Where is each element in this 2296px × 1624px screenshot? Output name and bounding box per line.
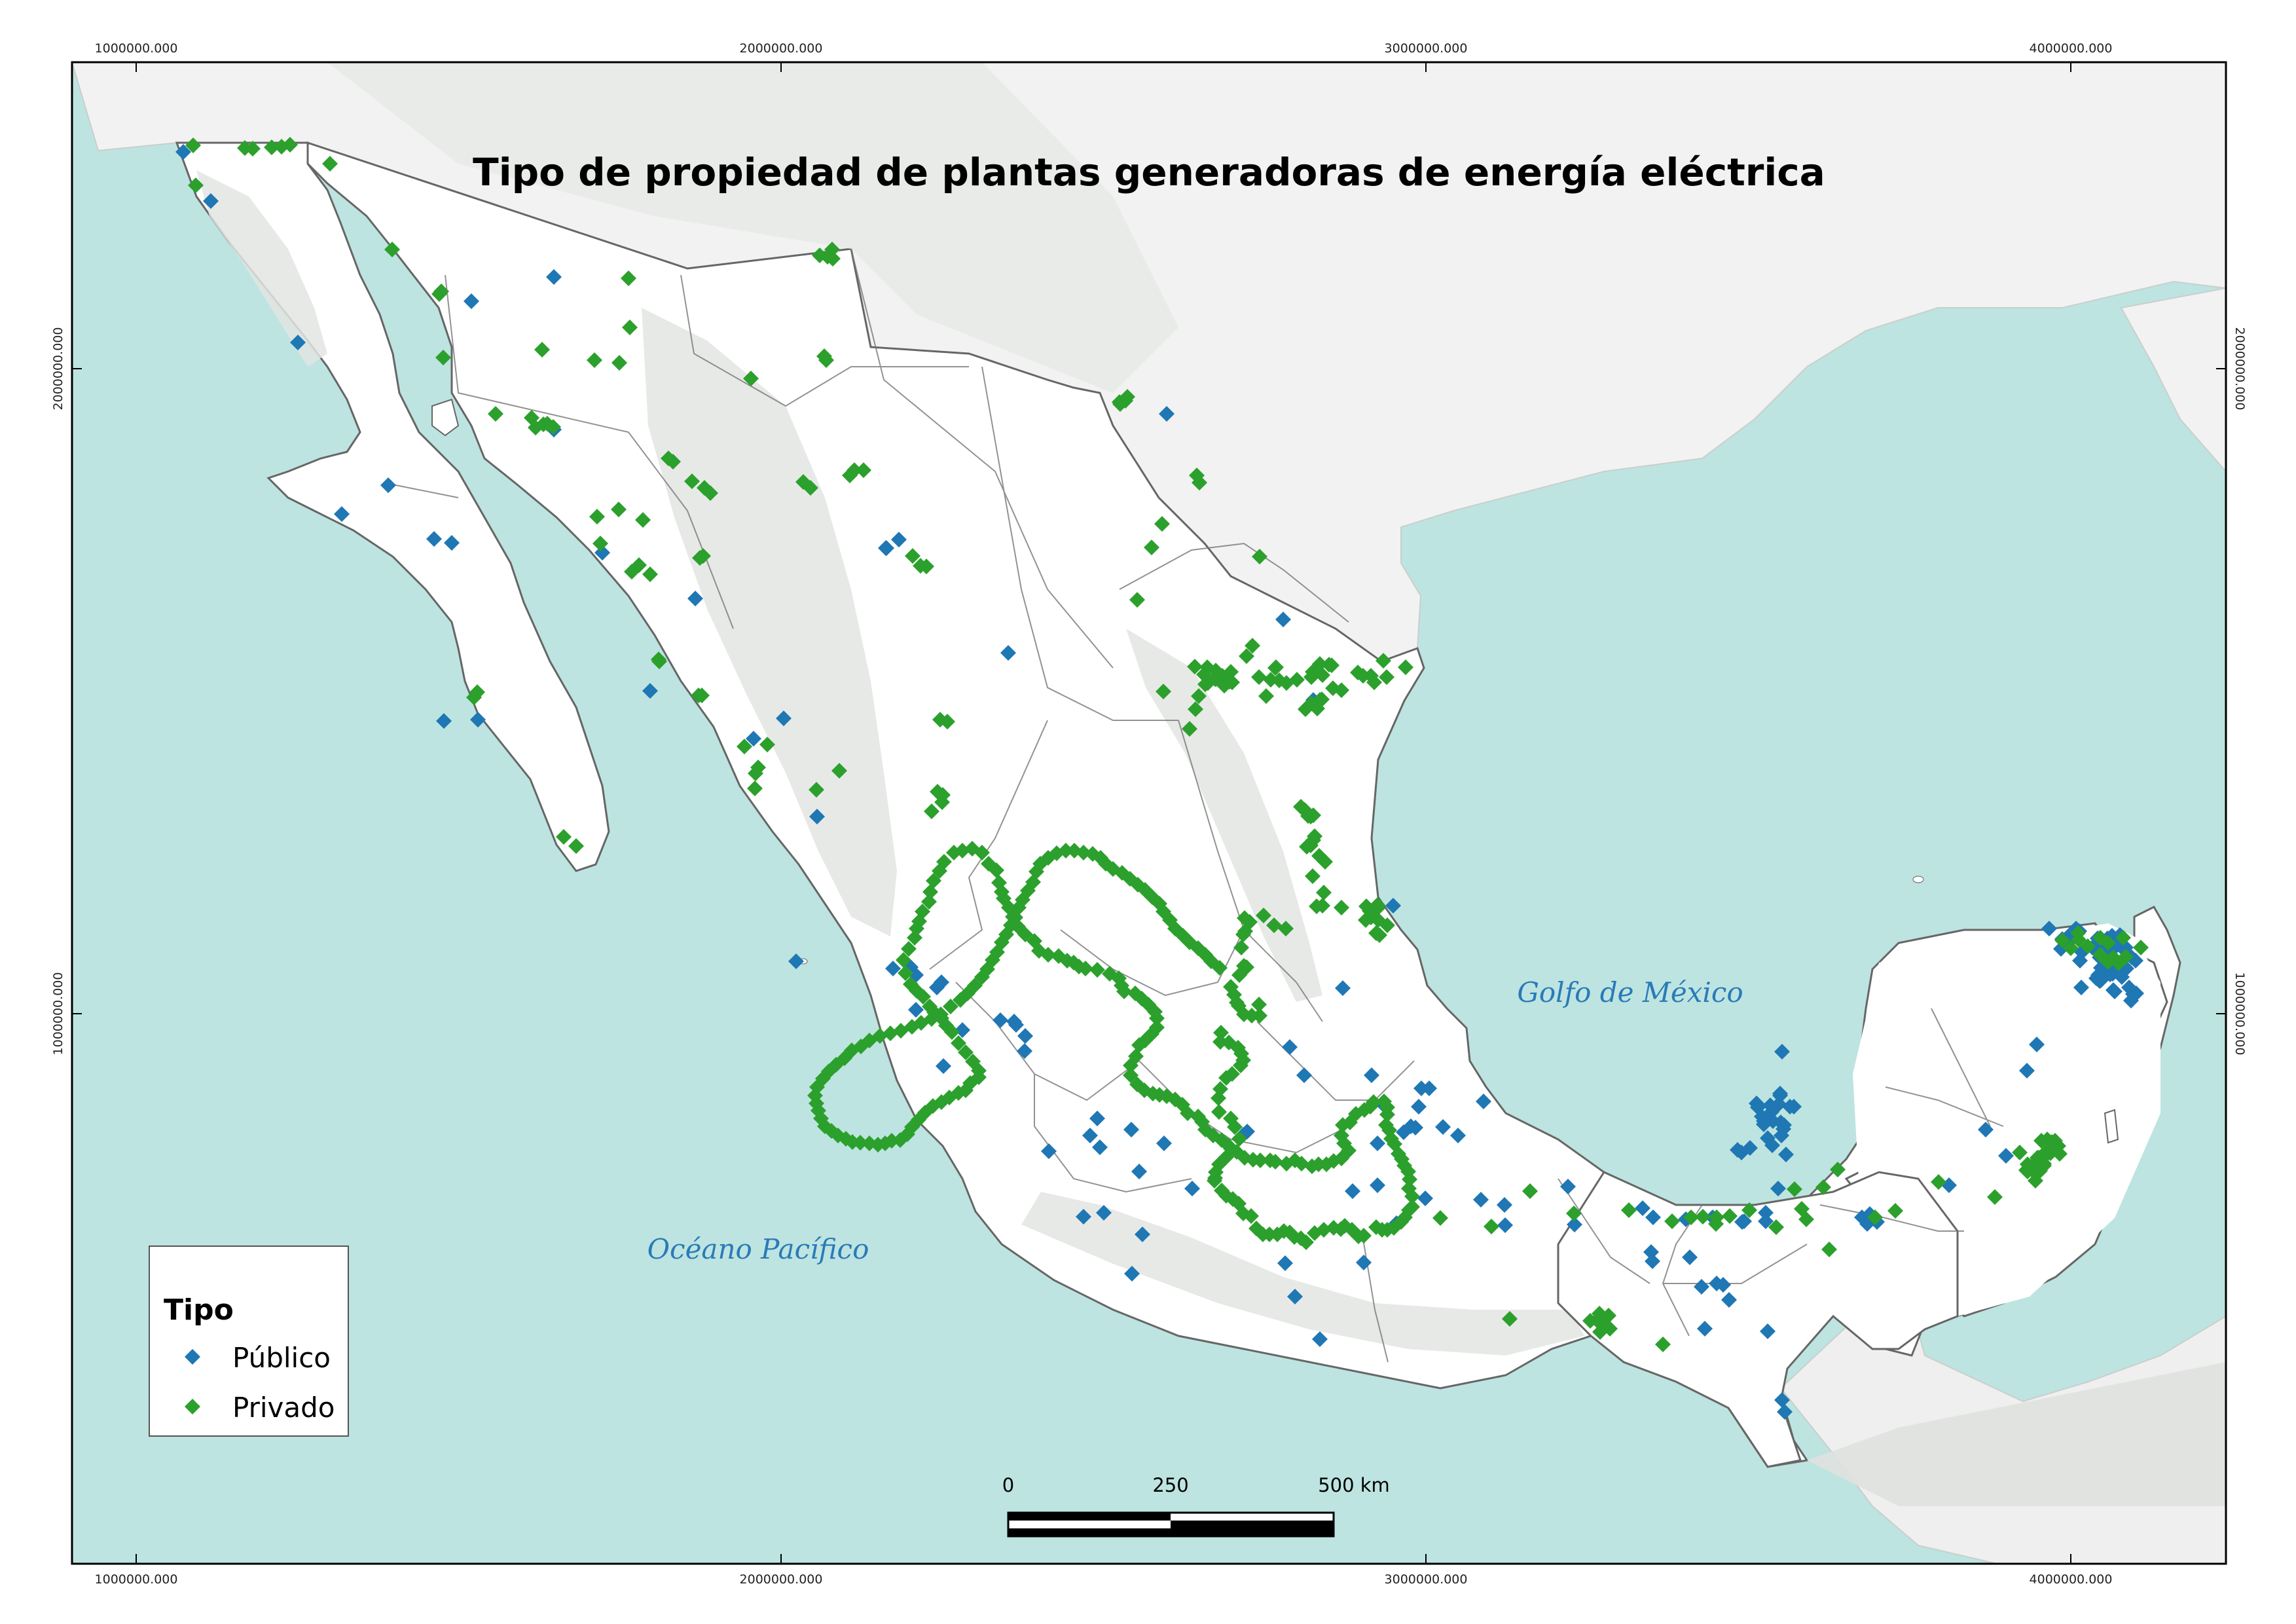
baja-relief (196, 170, 327, 367)
scale-bar: 0 250 500 km (1002, 1474, 1390, 1538)
grid-ticks (72, 62, 2226, 1564)
state-boundaries (392, 248, 2004, 1363)
grid-label-top-2: 2000000.000 (740, 41, 823, 56)
oceano-pacifico-label: Océano Pacífico (647, 1233, 869, 1265)
scale-label-0: 0 (1002, 1474, 1014, 1496)
usa-relief (327, 62, 1178, 393)
legend-title: Tipo (164, 1293, 234, 1327)
guatemala-relief (1807, 1362, 2226, 1506)
legend: Tipo Público Privado (149, 1246, 349, 1437)
baja-california (175, 141, 610, 872)
map-title: Tipo de propiedad de plantas generadoras… (473, 150, 1825, 194)
grid-label-right-1: 2000000.000 (2232, 327, 2247, 411)
scale-bar-segment-2 (1171, 1521, 1334, 1528)
grid-label-bottom-4: 4000000.000 (2030, 1572, 2113, 1587)
scale-bar-segment-3 (1008, 1528, 1171, 1536)
cozumel (2104, 1109, 2119, 1144)
grid-label-bottom-3: 3000000.000 (1385, 1572, 1468, 1587)
legend-box (149, 1246, 349, 1437)
grid-label-top-1: 1000000.000 (95, 41, 178, 56)
arrecife-alacranes (1912, 876, 1924, 883)
isla-tiburon (431, 398, 460, 437)
grid-label-right-2: 1000000.000 (2232, 972, 2247, 1056)
grid-label-left-1: 2000000.000 (51, 327, 65, 411)
tabasco-chiapas (1557, 1171, 1959, 1468)
sierra-madre-occidental-relief (642, 308, 897, 936)
map-frame (71, 61, 2227, 1565)
grid-label-bottom-1: 1000000.000 (95, 1572, 178, 1587)
golfo-de-mexico-label: Golfo de México (1517, 976, 1743, 1008)
scale-label-500: 500 km (1318, 1474, 1390, 1496)
scale-label-250: 250 (1152, 1474, 1188, 1496)
legend-publico-label: Público (232, 1342, 331, 1374)
grid-label-top-3: 3000000.000 (1385, 41, 1468, 56)
grid-label-top-4: 4000000.000 (2030, 41, 2113, 56)
grid-label-bottom-2: 2000000.000 (740, 1572, 823, 1587)
scale-bar-segment-1 (1008, 1513, 1171, 1521)
scale-bar-segment-4 (1171, 1528, 1334, 1536)
grid-label-left-2: 1000000.000 (51, 972, 65, 1056)
sierra-madre-oriental-relief (1126, 629, 1322, 1002)
legend-privado-label: Privado (232, 1392, 335, 1424)
sierra-madre-sur-relief (1021, 1192, 1584, 1356)
florida-land (2120, 287, 2226, 473)
